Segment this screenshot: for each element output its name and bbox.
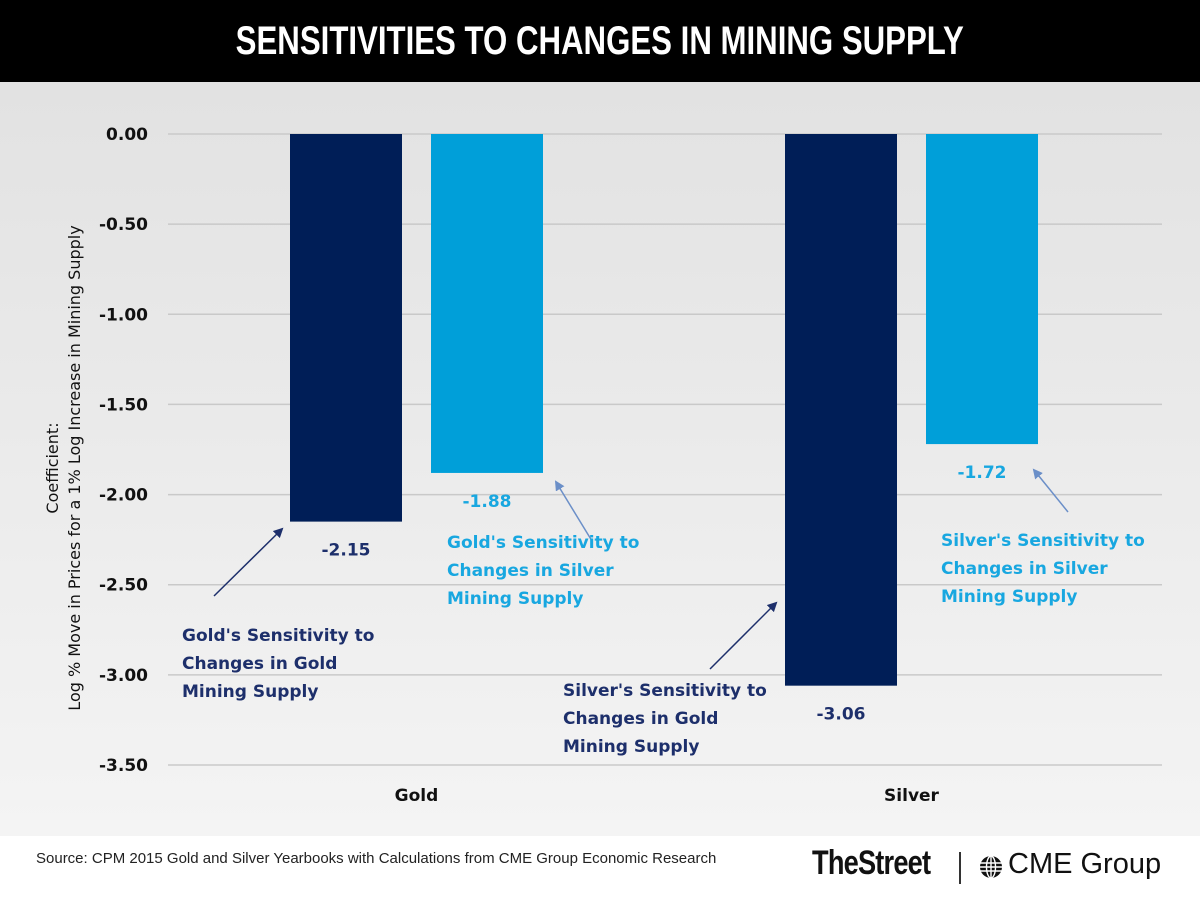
annotation-3: Silver's Sensitivity to Changes in Gold Mi…	[563, 681, 767, 757]
chart-svg: 0.00-0.50-1.00-1.50-2.00-2.50-3.00-3.50 …	[43, 125, 1162, 806]
data-label: -3.06	[817, 705, 866, 725]
bar-silver-silver-supply	[926, 134, 1038, 445]
cme-group-logo: CME Group	[1008, 848, 1162, 880]
annotation-line: Mining Supply	[563, 737, 699, 757]
source-note: Source: CPM 2015 Gold and Silver Yearboo…	[36, 850, 717, 867]
annotation-4: Silver's Sensitivity to Changes in Silver…	[941, 531, 1145, 607]
annotation-2: Gold's Sensitivity to Changes in Silver Mi…	[447, 533, 640, 609]
logo-divider	[959, 852, 961, 884]
annotation-line: Changes in Silver	[447, 561, 614, 581]
chart-area: 0.00 -0.50 -1.00 -1.50 -2.00 -2.50 -3.00 -3.50 …	[0, 82, 1200, 836]
annotation-line: Silver's Sensitivity to	[563, 681, 767, 701]
y-axis-label-line2: Log % Move in Prices for a 1% Log Increa…	[65, 225, 84, 710]
y-axis-label: Coefficient: Log % Move in Prices for a …	[43, 225, 84, 710]
annotation-1: Gold's Sensitivity to Changes in Gold Mini…	[182, 626, 375, 702]
annotation-line: Mining Supply	[447, 589, 583, 609]
arrow-silver-silver	[1032, 468, 1069, 513]
y-tick-labels: 0.00 -0.50 -1.00 -1.50 -2.00 -2.50 -3.00 -3.50	[99, 125, 148, 776]
annotation-line: Changes in Gold	[563, 709, 718, 729]
y-axis-label-line1: Coefficient:	[43, 422, 62, 513]
data-label: -1.88	[463, 492, 512, 512]
category-labels: Gold Silver	[395, 786, 940, 806]
footer: Source: CPM 2015 Gold and Silver Yearboo…	[0, 836, 1200, 918]
arrow-gold-gold	[213, 527, 284, 597]
bar-silver-gold-supply	[785, 134, 897, 686]
bar-gold-silver-supply	[431, 134, 543, 473]
title-bar: SENSITIVITIES TO CHANGES IN MINING SUPPL…	[0, 0, 1200, 82]
arrow-gold-silver	[554, 480, 593, 542]
category-label-gold: Gold	[395, 786, 439, 806]
y-tick-label: -3.00	[99, 666, 148, 686]
annotation-line: Gold's Sensitivity to	[447, 533, 640, 553]
annotation-line: Mining Supply	[182, 682, 318, 702]
annotation-line: Silver's Sensitivity to	[941, 531, 1145, 551]
thestreet-logo: TheStreet	[812, 844, 931, 882]
chart-title: SENSITIVITIES TO CHANGES IN MINING SUPPL…	[235, 18, 965, 63]
y-tick-label: -2.00	[99, 486, 148, 506]
annotation-line: Gold's Sensitivity to	[182, 626, 375, 646]
y-tick-label: -3.50	[99, 756, 148, 776]
data-labels: -2.15 -1.88 -3.06 -1.72	[322, 463, 1007, 725]
annotations: Gold's Sensitivity to Changes in Gold Mini…	[182, 531, 1145, 757]
y-tick-label: -2.50	[99, 576, 148, 596]
annotation-line: Changes in Gold	[182, 654, 337, 674]
bars	[290, 134, 1038, 686]
globe-icon	[980, 855, 1002, 879]
data-label: -1.72	[958, 463, 1007, 483]
annotation-arrows	[213, 468, 1069, 670]
annotation-line: Changes in Silver	[941, 559, 1108, 579]
arrow-silver-gold	[709, 601, 778, 670]
bar-gold-gold-supply	[290, 134, 402, 522]
annotation-line: Mining Supply	[941, 587, 1077, 607]
y-tick-label: -1.00	[99, 305, 148, 325]
y-tick-label: 0.00	[106, 125, 148, 145]
y-tick-label: -0.50	[99, 215, 148, 235]
category-label-silver: Silver	[884, 786, 940, 806]
data-label: -2.15	[322, 541, 371, 561]
y-tick-label: -1.50	[99, 395, 148, 415]
